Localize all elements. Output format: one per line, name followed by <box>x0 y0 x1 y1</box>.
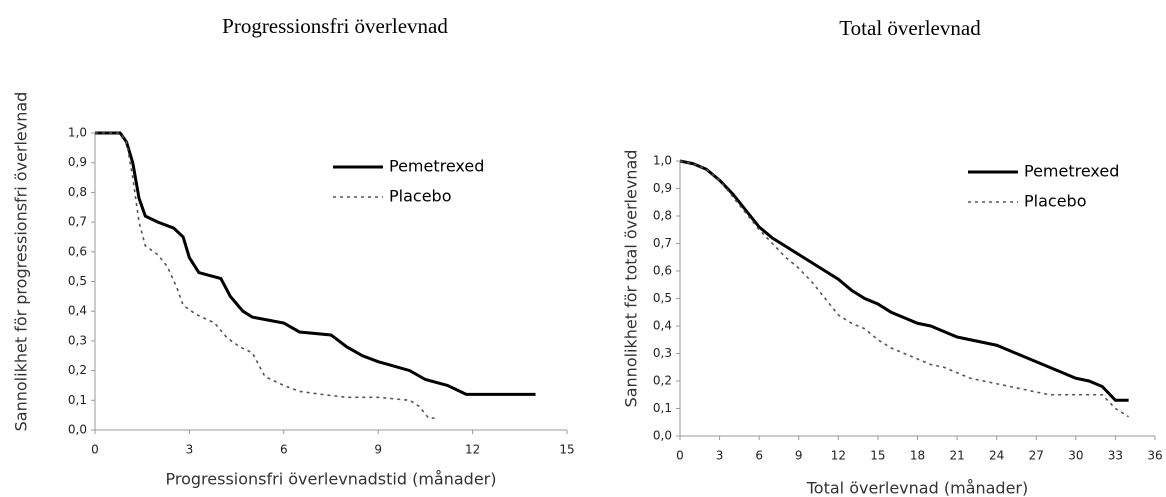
y-tick-label: 0,5 <box>653 291 672 305</box>
survival-curve <box>95 132 435 419</box>
x-tick-label: 9 <box>795 449 803 463</box>
x-axis-label: Progressionsfri överlevnadstid (månader) <box>166 470 497 489</box>
x-tick-label: 3 <box>186 443 194 457</box>
x-tick-label: 9 <box>374 443 382 457</box>
x-tick-label: 6 <box>755 449 763 463</box>
x-tick-label: 18 <box>910 449 925 463</box>
legend-label: Placebo <box>389 187 451 206</box>
survival-curve <box>679 160 1130 418</box>
survival-curve <box>679 159 1129 402</box>
legend-label: Pemetrexed <box>389 157 484 176</box>
y-tick-label: 0,4 <box>68 304 87 318</box>
y-tick-label: 0,0 <box>653 429 672 443</box>
survival-curve <box>95 131 536 396</box>
y-tick-label: 0,7 <box>653 236 672 250</box>
x-tick-label: 12 <box>465 443 480 457</box>
x-tick-label: 21 <box>949 449 964 463</box>
y-tick-label: 0,3 <box>653 346 672 360</box>
y-tick-label: 0,1 <box>68 393 87 407</box>
y-tick-label: 0,6 <box>68 244 87 258</box>
y-tick-label: 0,6 <box>653 264 672 278</box>
x-tick-label: 3 <box>716 449 724 463</box>
y-tick-label: 0,7 <box>68 215 87 229</box>
y-tick-label: 0,4 <box>653 319 672 333</box>
y-tick-label: 0,9 <box>68 155 87 169</box>
x-tick-label: 36 <box>1147 449 1162 463</box>
y-axis-label: Sannolikhet för progressionsfri överlevn… <box>12 92 31 432</box>
x-tick-label: 12 <box>831 449 846 463</box>
y-tick-label: 1,0 <box>68 126 87 140</box>
x-tick-label: 0 <box>676 449 684 463</box>
x-tick-label: 15 <box>559 443 574 457</box>
y-axis-label: Sannolikhet för total överlevnad <box>622 150 641 408</box>
chart-title: Total överlevnad <box>839 16 981 40</box>
legend-label: Pemetrexed <box>1024 162 1119 181</box>
x-tick-label: 24 <box>989 449 1004 463</box>
y-tick-label: 1,0 <box>653 154 672 168</box>
y-tick-label: 0,8 <box>68 185 87 199</box>
x-tick-label: 15 <box>870 449 885 463</box>
y-tick-label: 0,1 <box>653 401 672 415</box>
y-tick-label: 0,9 <box>653 181 672 195</box>
y-tick-label: 0,2 <box>653 374 672 388</box>
y-tick-label: 0,5 <box>68 274 87 288</box>
x-tick-label: 0 <box>91 443 99 457</box>
y-tick-label: 0,0 <box>68 423 87 437</box>
x-tick-label: 33 <box>1108 449 1123 463</box>
y-tick-label: 0,8 <box>653 209 672 223</box>
x-tick-label: 30 <box>1068 449 1083 463</box>
x-axis-label: Total överlevnad (månader) <box>806 479 1028 497</box>
chart-title: Progressionsfri överlevnad <box>222 14 448 38</box>
y-tick-label: 0,2 <box>68 363 87 377</box>
x-tick-label: 27 <box>1029 449 1044 463</box>
x-tick-label: 6 <box>280 443 288 457</box>
y-tick-label: 0,3 <box>68 333 87 347</box>
legend-label: Placebo <box>1024 192 1086 211</box>
